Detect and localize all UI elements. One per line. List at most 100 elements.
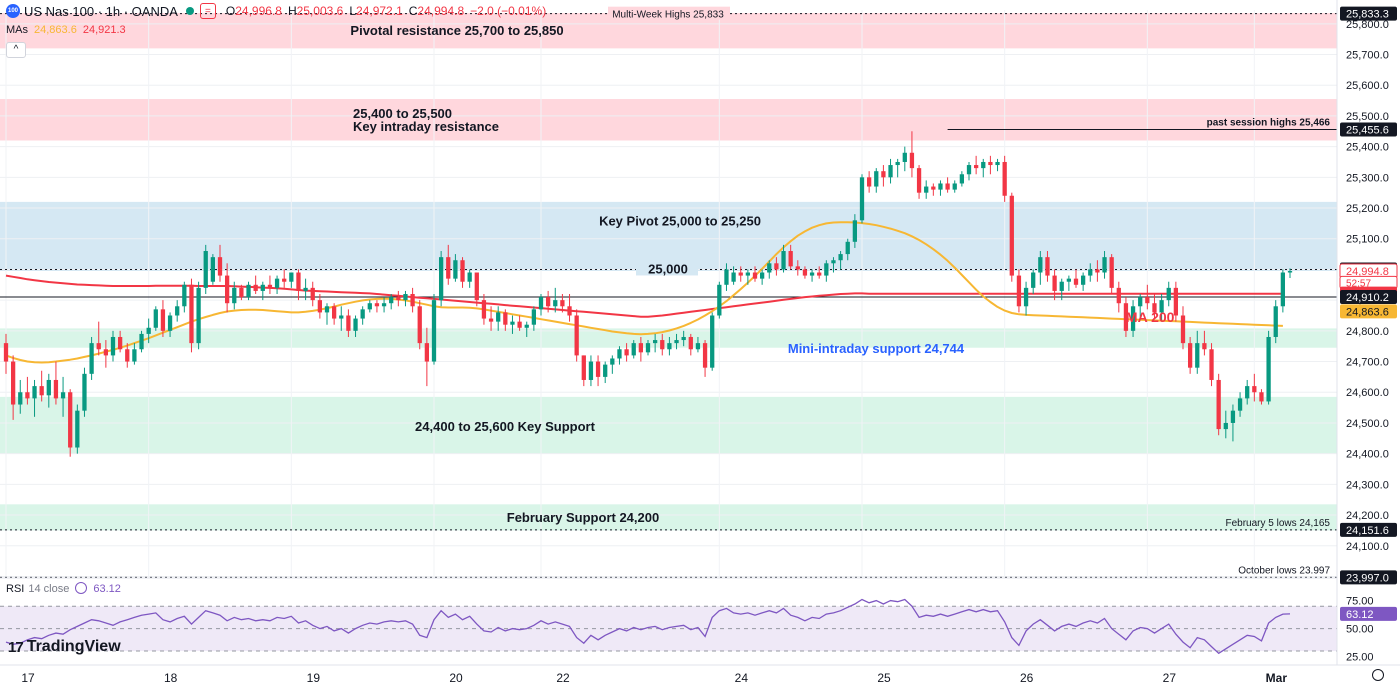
- time-tick-label: 18: [164, 671, 178, 685]
- candle-body: [303, 287, 308, 291]
- price-badge-label: 24,151.6: [1346, 525, 1389, 537]
- candle-body: [1138, 297, 1143, 307]
- price-tick-label: 24,600.0: [1346, 387, 1389, 399]
- zone-key-pivot: [0, 201, 1337, 271]
- candle-body: [681, 336, 686, 341]
- candle-body: [1280, 272, 1286, 307]
- candle-body: [1252, 386, 1257, 393]
- candle-body: [767, 263, 772, 273]
- candle-body: [424, 343, 430, 362]
- candle-body: [631, 343, 636, 356]
- candle-body: [1237, 398, 1243, 411]
- candle-body: [1287, 271, 1293, 273]
- candle-body: [125, 349, 130, 362]
- candle-body: [1109, 257, 1114, 288]
- candle-body: [1152, 303, 1157, 313]
- candle-body: [924, 186, 929, 193]
- candle-body: [1223, 422, 1228, 430]
- candle-body: [610, 358, 615, 365]
- candle-body: [160, 309, 166, 331]
- candle-body: [852, 220, 858, 242]
- candle-body: [1009, 195, 1014, 276]
- candle-body: [1038, 257, 1043, 273]
- candle-body: [909, 152, 915, 169]
- candle-body: [481, 300, 487, 319]
- candle-body: [809, 272, 815, 276]
- collapse-legend-button[interactable]: ^: [6, 42, 26, 58]
- low-label: L: [349, 4, 357, 18]
- candle-body: [845, 241, 850, 255]
- candle-body: [153, 309, 158, 328]
- price-tick-label: 25,200.0: [1346, 203, 1389, 215]
- price-badge-label: 25,833.3: [1346, 9, 1389, 21]
- candle-body: [859, 177, 865, 221]
- candle-body: [724, 269, 729, 285]
- candle-body: [1031, 272, 1036, 288]
- candle-body: [46, 379, 51, 396]
- candle-body: [752, 272, 758, 279]
- candle-body: [695, 343, 701, 350]
- candle-body: [381, 303, 387, 307]
- candle-body: [788, 251, 793, 267]
- candle-body: [553, 300, 558, 307]
- candle-body: [89, 343, 94, 374]
- eye-icon[interactable]: [75, 582, 88, 594]
- time-tick-label: 17: [21, 671, 35, 685]
- candle-body: [560, 300, 565, 307]
- candle-body: [1016, 275, 1022, 307]
- candle-body: [1023, 287, 1029, 307]
- candle-body: [474, 272, 479, 301]
- zone-mini-intraday-support: [0, 328, 1337, 348]
- time-tick-label: 22: [556, 671, 570, 685]
- candle-body: [1045, 257, 1050, 276]
- candle-body: [817, 272, 822, 276]
- candle-body: [353, 318, 358, 331]
- candle-body: [274, 278, 280, 288]
- symbol-title[interactable]: US Nas 100 · 1h · OANDA: [24, 3, 178, 19]
- candle-body: [117, 336, 123, 350]
- candle-body: [945, 183, 950, 190]
- level-label-october-lows: October lows 23.997: [1238, 565, 1330, 576]
- price-tick-label: 24,700.0: [1346, 357, 1389, 369]
- level-label-bg: [636, 262, 698, 276]
- candle-body: [1230, 410, 1236, 423]
- candle-body: [503, 312, 508, 325]
- candle-body: [296, 272, 301, 291]
- rsi-tick-label: 25.00: [1346, 652, 1374, 664]
- time-tick-label: 20: [449, 671, 463, 685]
- mas-legend[interactable]: MAs 24,863.6 24,921.3: [6, 24, 126, 36]
- candle-body: [196, 287, 201, 344]
- market-status-icon[interactable]: [185, 7, 194, 15]
- candle-body: [881, 171, 886, 178]
- level-label-bg: [608, 6, 730, 20]
- zone-label-pivotal-resistance: Pivotal resistance 25,700 to 25,850: [350, 23, 563, 38]
- price-tick-label: 25,400.0: [1346, 142, 1389, 154]
- equals-icon[interactable]: =: [199, 3, 216, 19]
- candle-body: [75, 410, 80, 448]
- zone-label-mini-intraday-support: Mini-intraday support 24,744: [788, 341, 965, 356]
- candle-body: [966, 165, 972, 175]
- gear-icon[interactable]: [1372, 669, 1384, 681]
- candle-body: [438, 257, 444, 301]
- time-tick-label: Mar: [1266, 671, 1288, 685]
- candle-body: [1195, 343, 1200, 368]
- tradingview-logo[interactable]: 17 TradingView: [8, 638, 121, 656]
- mas-label: MAs: [6, 24, 28, 36]
- ma-label: MA 200: [1126, 309, 1175, 325]
- candle-body: [110, 336, 116, 356]
- rsi-legend[interactable]: RSI 14 close 63.12: [6, 582, 121, 595]
- close-label: C: [408, 4, 418, 18]
- candle-body: [874, 171, 879, 187]
- candle-body: [902, 152, 907, 162]
- price-tick-label: 25,500.0: [1346, 111, 1389, 123]
- time-tick-label: 19: [307, 671, 321, 685]
- candle-body: [524, 324, 529, 328]
- candle-body: [838, 254, 843, 261]
- candle-body: [1080, 275, 1086, 285]
- rsi-tick-label: 75.00: [1346, 596, 1374, 608]
- price-tick-label: 25,600.0: [1346, 80, 1389, 92]
- zone-label-key-support: 24,400 to 25,600 Key Support: [415, 419, 596, 434]
- candle-body: [1166, 287, 1171, 301]
- candle-body: [931, 186, 936, 190]
